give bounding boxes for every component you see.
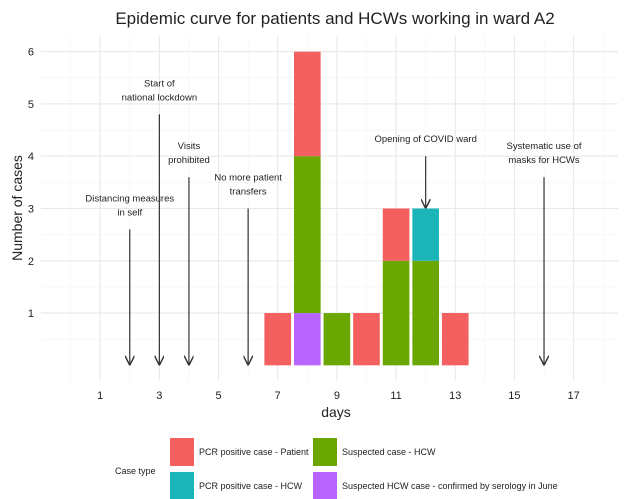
chart-title: Epidemic curve for patients and HCWs wor… <box>115 9 554 28</box>
bar <box>293 156 321 314</box>
annotation-text: Opening of COVID ward <box>374 134 476 145</box>
bar <box>412 208 439 261</box>
bar <box>382 208 410 261</box>
y-tick-label: 2 <box>28 256 34 268</box>
y-axis-label: Number of cases <box>9 155 25 261</box>
bar <box>293 313 321 366</box>
legend-key <box>313 472 337 499</box>
x-axis-label: days <box>321 404 351 420</box>
y-tick-label: 5 <box>28 99 34 111</box>
bar <box>441 313 469 366</box>
bar <box>323 313 351 366</box>
annotation-text: national lockdown <box>122 92 198 103</box>
annotation-text: Start of <box>144 78 175 89</box>
legend-label: Suspected case - HCW <box>342 447 436 457</box>
x-tick-label: 13 <box>449 390 461 402</box>
x-tick-label: 15 <box>508 390 520 402</box>
y-tick-label: 3 <box>28 204 34 216</box>
legend-key <box>313 438 337 466</box>
y-tick-label: 6 <box>28 47 34 59</box>
bar <box>353 313 380 366</box>
annotation-text: prohibited <box>168 155 210 166</box>
bar <box>293 51 321 157</box>
bar <box>264 313 292 366</box>
annotation-text: Systematic use of <box>507 141 582 152</box>
x-tick-label: 3 <box>156 390 162 402</box>
y-tick-label: 4 <box>28 151 34 163</box>
bar <box>412 260 439 366</box>
bar <box>382 260 410 366</box>
legend-label: PCR positive case - Patient <box>199 447 309 457</box>
y-tick-label: 1 <box>28 308 34 320</box>
x-tick-label: 7 <box>275 390 281 402</box>
annotation-text: masks for HCWs <box>508 155 580 166</box>
annotation-text: Distancing measures <box>85 193 174 204</box>
legend-key <box>170 438 194 466</box>
annotation-text: Visits <box>178 141 201 152</box>
annotation-text: in self <box>117 207 142 218</box>
x-tick-label: 9 <box>334 390 340 402</box>
annotation-text: transfers <box>230 187 267 198</box>
x-tick-label: 17 <box>567 390 579 402</box>
legend-key <box>170 472 194 499</box>
x-tick-label: 11 <box>390 390 401 402</box>
x-tick-label: 5 <box>215 390 221 402</box>
legend-label: PCR positive case - HCW <box>199 481 303 491</box>
x-tick-label: 1 <box>97 390 103 402</box>
legend-title: Case type <box>115 466 156 476</box>
annotation-text: No more patient <box>214 173 282 184</box>
legend-label: Suspected HCW case - confirmed by serolo… <box>342 481 558 491</box>
